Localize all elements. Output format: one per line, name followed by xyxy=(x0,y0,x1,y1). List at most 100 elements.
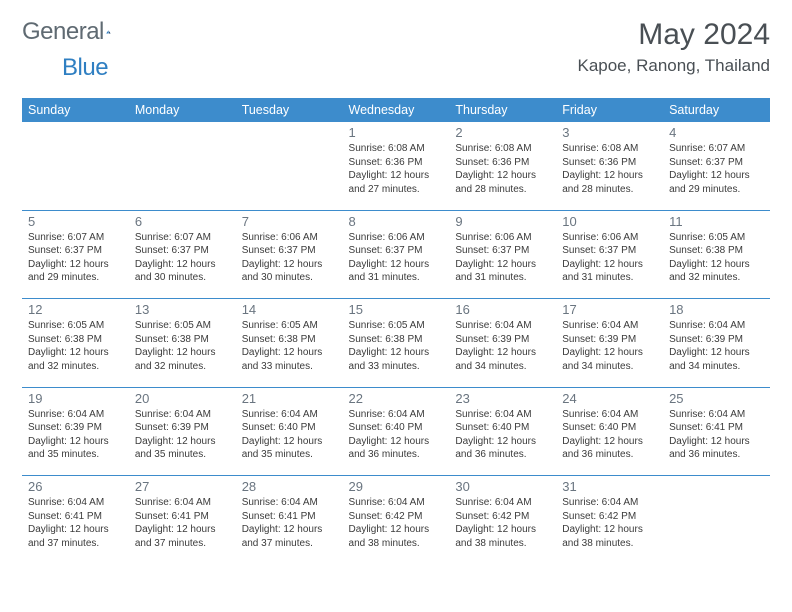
daylight-text: Daylight: 12 hours and 38 minutes. xyxy=(455,523,550,550)
location-subtitle: Kapoe, Ranong, Thailand xyxy=(577,56,770,76)
daylight-text: Daylight: 12 hours and 36 minutes. xyxy=(455,435,550,462)
sunrise-text: Sunrise: 6:05 AM xyxy=(349,319,444,333)
calendar-page: General May 2024 Kapoe, Ranong, Thailand… xyxy=(0,0,792,612)
sunrise-text: Sunrise: 6:04 AM xyxy=(349,408,444,422)
day-number: 5 xyxy=(28,214,123,229)
day-number: 15 xyxy=(349,302,444,317)
sunrise-text: Sunrise: 6:04 AM xyxy=(28,408,123,422)
daylight-text: Daylight: 12 hours and 35 minutes. xyxy=(135,435,230,462)
day-cell: 12Sunrise: 6:05 AMSunset: 6:38 PMDayligh… xyxy=(22,299,129,387)
day-cell xyxy=(236,122,343,210)
daylight-text: Daylight: 12 hours and 28 minutes. xyxy=(562,169,657,196)
sunrise-text: Sunrise: 6:04 AM xyxy=(455,496,550,510)
sunset-text: Sunset: 6:37 PM xyxy=(242,244,337,258)
day-cell: 5 Sunrise: 6:07 AMSunset: 6:37 PMDaylight… xyxy=(22,211,129,299)
daylight-text: Daylight: 12 hours and 31 minutes. xyxy=(455,258,550,285)
dow-thu: Thursday xyxy=(449,98,556,122)
sunset-text: Sunset: 6:42 PM xyxy=(455,510,550,524)
day-info: Sunrise: 6:04 AMSunset: 6:41 PMDaylight:… xyxy=(28,496,123,550)
day-number: 24 xyxy=(562,391,657,406)
sunrise-text: Sunrise: 6:05 AM xyxy=(242,319,337,333)
sunset-text: Sunset: 6:36 PM xyxy=(562,156,657,170)
sunset-text: Sunset: 6:38 PM xyxy=(28,333,123,347)
day-info: Sunrise: 6:04 AMSunset: 6:42 PMDaylight:… xyxy=(349,496,444,550)
sunrise-text: Sunrise: 6:06 AM xyxy=(349,231,444,245)
day-cell: 30 Sunrise: 6:04 AMSunset: 6:42 PMDayligh… xyxy=(449,476,556,564)
day-info: Sunrise: 6:04 AMSunset: 6:39 PMDaylight:… xyxy=(455,319,550,373)
daylight-text: Daylight: 12 hours and 35 minutes. xyxy=(242,435,337,462)
day-cell xyxy=(663,476,770,564)
brand-text-1: General xyxy=(22,18,104,46)
sunrise-text: Sunrise: 6:07 AM xyxy=(669,142,764,156)
day-cell: 17Sunrise: 6:04 AMSunset: 6:39 PMDayligh… xyxy=(556,299,663,387)
sail-icon xyxy=(106,22,111,42)
calendar-table: Sunday Monday Tuesday Wednesday Thursday… xyxy=(22,98,770,564)
sunset-text: Sunset: 6:38 PM xyxy=(242,333,337,347)
day-info: Sunrise: 6:07 AMSunset: 6:37 PMDaylight:… xyxy=(669,142,764,196)
daylight-text: Daylight: 12 hours and 32 minutes. xyxy=(28,346,123,373)
day-cell: 26Sunrise: 6:04 AMSunset: 6:41 PMDayligh… xyxy=(22,476,129,564)
sunset-text: Sunset: 6:36 PM xyxy=(455,156,550,170)
day-cell: 8Sunrise: 6:06 AMSunset: 6:37 PMDaylight… xyxy=(343,211,450,299)
daylight-text: Daylight: 12 hours and 29 minutes. xyxy=(669,169,764,196)
day-info: Sunrise: 6:05 AMSunset: 6:38 PMDaylight:… xyxy=(349,319,444,373)
dow-sat: Saturday xyxy=(663,98,770,122)
day-cell: 31Sunrise: 6:04 AMSunset: 6:42 PMDayligh… xyxy=(556,476,663,564)
daylight-text: Daylight: 12 hours and 36 minutes. xyxy=(669,435,764,462)
sunrise-text: Sunrise: 6:06 AM xyxy=(242,231,337,245)
day-number: 21 xyxy=(242,391,337,406)
daylight-text: Daylight: 12 hours and 38 minutes. xyxy=(349,523,444,550)
day-cell: 19Sunrise: 6:04 AMSunset: 6:39 PMDayligh… xyxy=(22,388,129,476)
sunrise-text: Sunrise: 6:04 AM xyxy=(562,319,657,333)
sunset-text: Sunset: 6:40 PM xyxy=(242,421,337,435)
month-title: May 2024 xyxy=(577,18,770,52)
sunset-text: Sunset: 6:38 PM xyxy=(135,333,230,347)
sunrise-text: Sunrise: 6:04 AM xyxy=(135,408,230,422)
sunset-text: Sunset: 6:39 PM xyxy=(455,333,550,347)
day-number: 4 xyxy=(669,125,764,140)
sunrise-text: Sunrise: 6:07 AM xyxy=(28,231,123,245)
sunset-text: Sunset: 6:39 PM xyxy=(28,421,123,435)
week-row: 1Sunrise: 6:08 AMSunset: 6:36 PMDaylight… xyxy=(22,122,770,210)
day-info: Sunrise: 6:04 AMSunset: 6:42 PMDaylight:… xyxy=(455,496,550,550)
brand-text-2: Blue xyxy=(62,54,108,82)
day-info: Sunrise: 6:04 AMSunset: 6:40 PMDaylight:… xyxy=(349,408,444,462)
sunset-text: Sunset: 6:41 PM xyxy=(135,510,230,524)
daylight-text: Daylight: 12 hours and 36 minutes. xyxy=(349,435,444,462)
day-number: 12 xyxy=(28,302,123,317)
day-cell: 25 Sunrise: 6:04 AMSunset: 6:41 PMDayligh… xyxy=(663,388,770,476)
day-number: 25 xyxy=(669,391,764,406)
sunrise-text: Sunrise: 6:06 AM xyxy=(562,231,657,245)
week-row: 26Sunrise: 6:04 AMSunset: 6:41 PMDayligh… xyxy=(22,476,770,564)
daylight-text: Daylight: 12 hours and 30 minutes. xyxy=(135,258,230,285)
day-info: Sunrise: 6:07 AMSunset: 6:37 PMDaylight:… xyxy=(28,231,123,285)
day-cell: 7Sunrise: 6:06 AMSunset: 6:37 PMDaylight… xyxy=(236,211,343,299)
day-number: 18 xyxy=(669,302,764,317)
daylight-text: Daylight: 12 hours and 31 minutes. xyxy=(562,258,657,285)
day-cell: 9Sunrise: 6:06 AMSunset: 6:37 PMDaylight… xyxy=(449,211,556,299)
day-cell: 20Sunrise: 6:04 AMSunset: 6:39 PMDayligh… xyxy=(129,388,236,476)
day-info: Sunrise: 6:04 AMSunset: 6:39 PMDaylight:… xyxy=(562,319,657,373)
sunrise-text: Sunrise: 6:04 AM xyxy=(135,496,230,510)
day-number: 16 xyxy=(455,302,550,317)
day-info: Sunrise: 6:04 AMSunset: 6:41 PMDaylight:… xyxy=(669,408,764,462)
day-info: Sunrise: 6:06 AMSunset: 6:37 PMDaylight:… xyxy=(562,231,657,285)
day-number: 19 xyxy=(28,391,123,406)
daylight-text: Daylight: 12 hours and 32 minutes. xyxy=(669,258,764,285)
daylight-text: Daylight: 12 hours and 37 minutes. xyxy=(28,523,123,550)
day-number: 30 xyxy=(455,479,550,494)
sunset-text: Sunset: 6:40 PM xyxy=(562,421,657,435)
sunset-text: Sunset: 6:37 PM xyxy=(349,244,444,258)
day-info: Sunrise: 6:04 AMSunset: 6:41 PMDaylight:… xyxy=(242,496,337,550)
day-number: 3 xyxy=(562,125,657,140)
sunrise-text: Sunrise: 6:06 AM xyxy=(455,231,550,245)
day-number: 20 xyxy=(135,391,230,406)
daylight-text: Daylight: 12 hours and 29 minutes. xyxy=(28,258,123,285)
week-row: 12Sunrise: 6:05 AMSunset: 6:38 PMDayligh… xyxy=(22,299,770,387)
sunset-text: Sunset: 6:41 PM xyxy=(28,510,123,524)
day-info: Sunrise: 6:04 AMSunset: 6:40 PMDaylight:… xyxy=(455,408,550,462)
day-number: 14 xyxy=(242,302,337,317)
day-cell: 6Sunrise: 6:07 AMSunset: 6:37 PMDaylight… xyxy=(129,211,236,299)
day-info: Sunrise: 6:05 AMSunset: 6:38 PMDaylight:… xyxy=(135,319,230,373)
day-info: Sunrise: 6:04 AMSunset: 6:39 PMDaylight:… xyxy=(669,319,764,373)
